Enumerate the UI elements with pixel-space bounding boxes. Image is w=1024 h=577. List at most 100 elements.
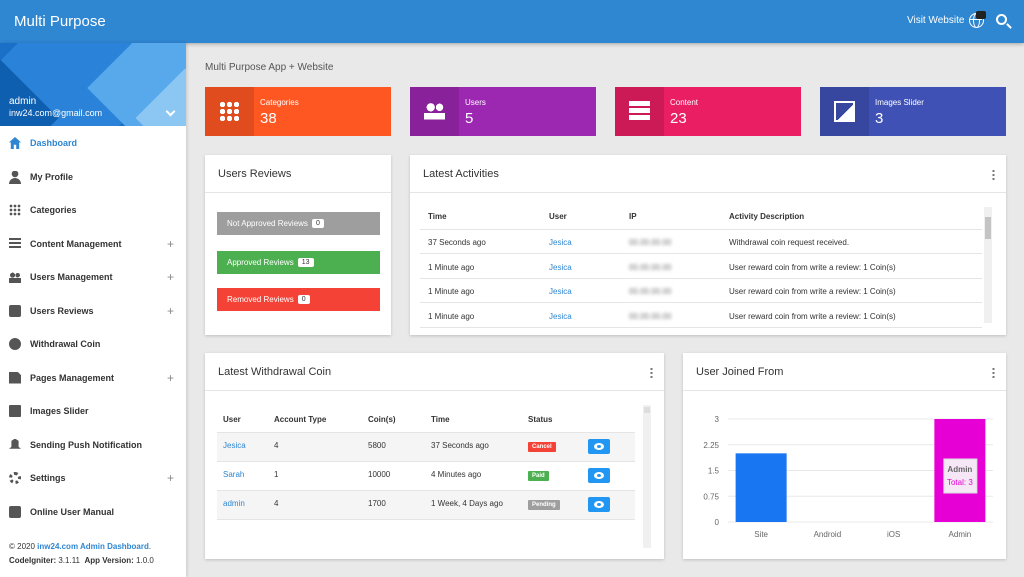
stat-value: 3 [875, 110, 884, 127]
withdrawal-time: 1 Week, 4 Days ago [431, 499, 503, 508]
visit-website-link[interactable]: Visit Website [907, 15, 965, 26]
activity-time: 1 Minute ago [428, 311, 475, 321]
stat-card-categories[interactable]: Categories 38 [205, 87, 391, 136]
profile-email: inw24.com@gmail.com [9, 108, 103, 118]
withdrawal-time: 4 Minutes ago [431, 470, 482, 479]
more-vert-icon[interactable] [650, 367, 653, 378]
removed-reviews-button[interactable]: Removed Reviews 0 [217, 288, 380, 311]
sidebar-item-sending-push-notification[interactable]: Sending Push Notification [0, 429, 186, 462]
tooltip-label: Admin [947, 465, 972, 474]
eye-icon[interactable] [588, 439, 610, 454]
plus-icon[interactable]: + [167, 303, 175, 318]
sidebar-item-label: Sending Push Notification [30, 439, 142, 450]
user-link[interactable]: admin [223, 499, 245, 508]
plus-icon[interactable]: + [167, 471, 175, 485]
activity-desc: User reward coin from write a review: 1 … [729, 287, 896, 296]
stat-label: Content [670, 98, 699, 107]
x-tick-label: iOS [887, 530, 900, 539]
plus-icon[interactable]: + [167, 236, 175, 251]
sidebar-item-content-management[interactable]: Content Management + [0, 228, 186, 261]
stat-card-content[interactable]: Content 23 [615, 87, 801, 136]
sidebar-item-images-slider[interactable]: Images Slider [0, 395, 186, 428]
stat-value: 38 [260, 110, 277, 127]
bar-site[interactable] [735, 453, 787, 522]
withdrawal-coins: 1700 [368, 499, 386, 508]
user-joined-card: User Joined From 0 0.75 1.5 2.25 3 Site Androi… [683, 353, 1006, 559]
search-icon[interactable] [996, 14, 1007, 25]
latest-activities-card: Latest Activities Time User IP Activity Des… [410, 155, 1006, 335]
status-badge: Pending [528, 500, 560, 510]
stat-value: 23 [670, 110, 687, 127]
table-icon [615, 87, 664, 136]
user-link[interactable]: Jesica [549, 311, 572, 321]
activity-ip: 00.00.00.00 [629, 311, 672, 321]
withdrawal-time: 37 Seconds ago [431, 441, 489, 450]
plus-icon[interactable]: + [167, 370, 175, 385]
sidebar-item-pages-management[interactable]: Pages Management + [0, 362, 186, 395]
bell-icon [9, 438, 21, 449]
brand-title[interactable]: Multi Purpose [14, 13, 106, 30]
count-badge: 0 [311, 219, 324, 228]
sidebar-item-categories[interactable]: Categories [0, 194, 186, 227]
status-badge: Paid [528, 471, 549, 481]
x-tick-label: Site [754, 530, 768, 539]
sidebar-item-users-management[interactable]: Users Management + [0, 261, 186, 294]
user-link[interactable]: Sarah [223, 470, 245, 479]
user-link[interactable]: Jesica [549, 287, 572, 296]
eye-icon[interactable] [588, 468, 610, 483]
status-badge: Cancel [528, 442, 556, 452]
sidebar-item-my-profile[interactable]: My Profile [0, 161, 186, 194]
sidebar-item-dashboard[interactable]: Dashboard [0, 127, 186, 160]
more-vert-icon[interactable] [992, 169, 995, 180]
profile-banner: admin inw24.com@gmail.com [0, 43, 186, 126]
plus-icon[interactable]: + [167, 270, 175, 284]
y-tick-label: 2.25 [703, 441, 719, 450]
user-link[interactable]: Jesica [549, 238, 572, 247]
x-tick-label: Android [814, 530, 842, 539]
sidebar-item-label: Users Management [30, 272, 113, 282]
column-header: Status [528, 415, 553, 424]
column-header: Account Type [274, 415, 327, 424]
gear-icon [9, 472, 21, 484]
users-reviews-card: Users Reviews Not Approved Reviews 0 Appro… [205, 155, 391, 335]
stat-card-images-slider[interactable]: Images Slider 3 [820, 87, 1006, 136]
stat-label: Categories [260, 98, 299, 107]
withdrawal-scrollbar[interactable] [643, 405, 651, 548]
column-header: IP [629, 212, 637, 221]
activity-time: 37 Seconds ago [428, 238, 486, 247]
chart-tooltip [943, 458, 978, 494]
x-tick-label: Admin [949, 530, 972, 539]
activities-scrollbar[interactable] [984, 207, 992, 323]
count-badge: 13 [297, 258, 314, 267]
stat-label: Images Slider [875, 98, 924, 107]
y-tick-label: 3 [715, 415, 720, 424]
language-badge [976, 11, 986, 19]
page-icon [9, 371, 21, 384]
chat-icon [9, 304, 21, 317]
user-link[interactable]: Jesica [223, 441, 246, 450]
more-vert-icon[interactable] [992, 367, 995, 378]
home-icon [9, 137, 21, 149]
user-link[interactable]: Jesica [549, 262, 572, 272]
column-header: Time [431, 415, 450, 424]
sidebar-item-withdrawal-coin[interactable]: Withdrawal Coin [0, 328, 186, 361]
withdrawal-coins: 5800 [368, 441, 386, 450]
not-approved-reviews-button[interactable]: Not Approved Reviews 0 [217, 212, 380, 235]
approved-reviews-button[interactable]: Approved Reviews 13 [217, 251, 380, 274]
sidebar-item-label: Online User Manual [30, 506, 115, 517]
group-icon [9, 271, 21, 283]
sidebar-item-settings[interactable]: Settings + [0, 462, 186, 495]
withdrawal-account: 1 [274, 470, 279, 479]
top-bar: Multi Purpose Visit Website [0, 0, 1024, 43]
sidebar-item-users-reviews[interactable]: Users Reviews + [0, 295, 186, 328]
y-tick-label: 0.75 [703, 492, 719, 501]
person-icon [11, 170, 19, 178]
stat-card-users[interactable]: Users 5 [410, 87, 596, 136]
sidebar-item-label: Images Slider [30, 406, 89, 416]
stat-label: Users [465, 98, 486, 107]
activity-ip: 00.00.00.00 [629, 262, 672, 272]
eye-icon[interactable] [588, 497, 610, 512]
sidebar-item-online-user-manual[interactable]: Online User Manual [0, 496, 186, 529]
footer-link[interactable]: inw24.com Admin Dashboard [37, 542, 149, 551]
user-joined-chart: 0 0.75 1.5 2.25 3 Site Android iOS Admin Admin Tot… [703, 415, 993, 539]
